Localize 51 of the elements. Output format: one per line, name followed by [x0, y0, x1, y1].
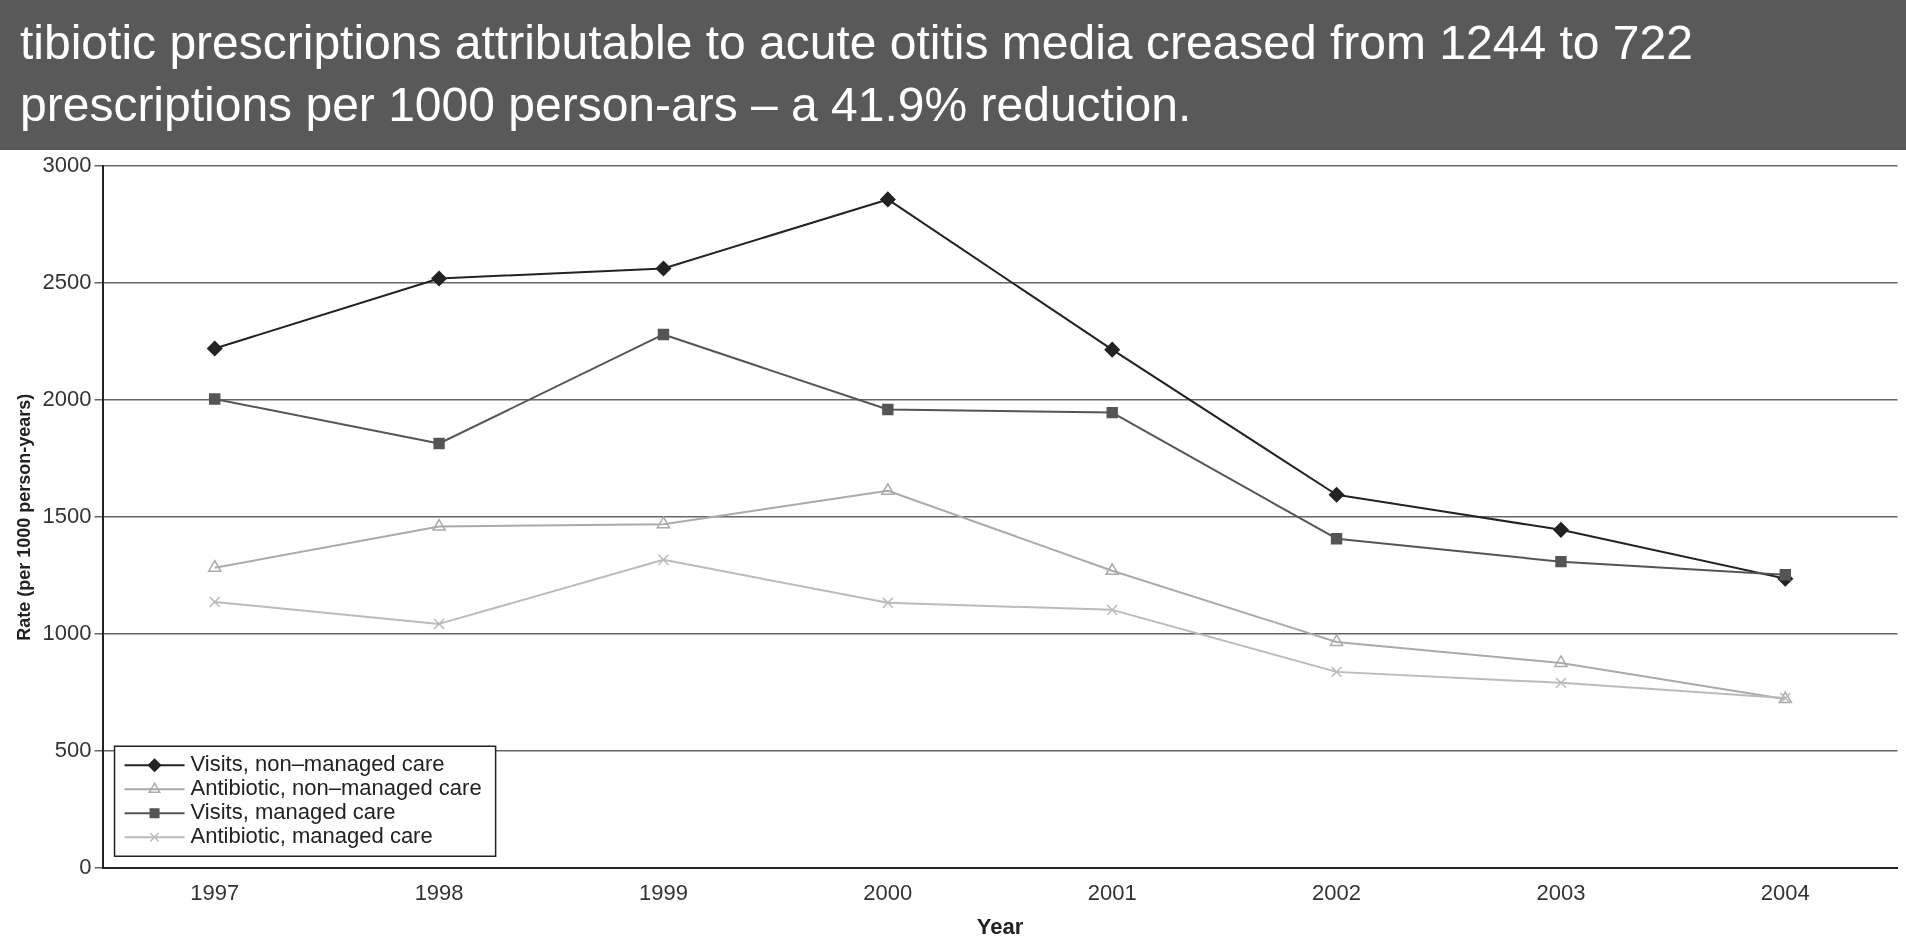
point [880, 191, 896, 208]
x-tick-label: 2004 [1760, 880, 1810, 906]
x-tick-label: 2003 [1536, 880, 1586, 906]
point [206, 340, 223, 357]
x-tick-label: 1997 [190, 880, 240, 906]
point [209, 596, 221, 608]
point [1330, 666, 1343, 678]
text: tibiotic prescriptions attributable to acute otitis media creased from 1244 to 722 prescriptions per 1000 person-ars – a 41.9% reduction. [0, 0, 1906, 150]
point [1555, 677, 1567, 689]
point [209, 393, 221, 405]
point [1106, 406, 1118, 419]
x-tick-label: 1998 [414, 880, 464, 906]
legend-label: Visits, non–managed care [190, 751, 445, 777]
point [1555, 555, 1567, 568]
x-axis-title: Year [976, 913, 1024, 939]
point [433, 437, 445, 450]
point [1330, 533, 1343, 545]
point [207, 559, 222, 572]
point [882, 403, 894, 416]
legend-label: Visits, managed care [190, 799, 396, 825]
point [1553, 522, 1569, 538]
point [433, 618, 445, 630]
point [1106, 604, 1118, 616]
y-axis-title: Rate (per 1000 person-years) [13, 393, 34, 641]
y-tick-label: 1500 [42, 503, 92, 529]
y-tick-label: 500 [54, 737, 92, 763]
point [1328, 486, 1345, 503]
y-tick-label: 3000 [42, 152, 92, 178]
point [431, 270, 447, 287]
point [655, 260, 672, 277]
y-tick-label: 1000 [42, 620, 92, 646]
y-tick-label: 0 [79, 854, 92, 880]
point [882, 597, 894, 609]
x-tick-label: 1999 [638, 880, 688, 906]
y-tick-label: 2500 [42, 269, 92, 295]
x-tick-label: 2000 [863, 880, 913, 906]
point [656, 516, 671, 529]
point [1779, 569, 1792, 581]
point [657, 554, 670, 566]
point [1329, 634, 1344, 647]
x-tick-label: 2001 [1087, 880, 1137, 906]
y-tick-label: 2000 [42, 386, 92, 412]
point [881, 483, 895, 496]
point [1104, 341, 1120, 358]
point [657, 328, 670, 341]
legend-label: Antibiotic, non–managed care [190, 775, 482, 801]
point [1105, 563, 1120, 576]
point [1554, 655, 1568, 668]
x-tick-label: 2002 [1312, 880, 1362, 906]
point [432, 518, 446, 531]
legend-label: Antibiotic, managed care [190, 823, 433, 849]
